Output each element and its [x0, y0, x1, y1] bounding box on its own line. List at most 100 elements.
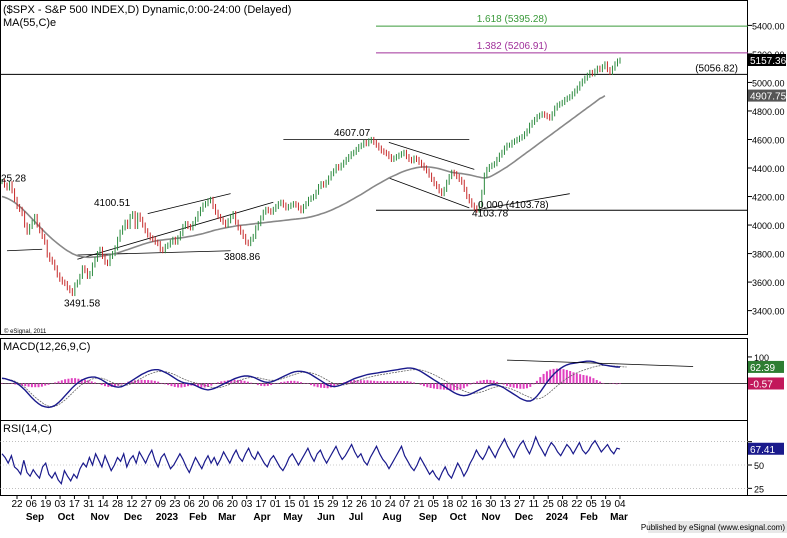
ma55-line [1, 95, 606, 259]
macd-value-box [748, 360, 784, 373]
level-5056-label: (5056.82) [695, 63, 738, 74]
x-day-label: 06 [26, 499, 38, 510]
price-tick-label: 5000.00 [752, 78, 785, 88]
annot-low-3491: 3491.58 [64, 298, 101, 309]
price-tick-label: 3800.00 [752, 250, 785, 260]
x-day-label: 04 [614, 499, 626, 510]
x-day-label: 10 [370, 499, 382, 510]
fib-1382-label: 1.382 (5206.91) [477, 41, 548, 52]
x-month-label: Sep [419, 512, 437, 523]
x-day-label: 23 [169, 499, 181, 510]
last-price-box [748, 53, 786, 66]
x-month-label: Dec [515, 512, 534, 523]
annot-fib-0: 0.000 (4103.78) [478, 200, 549, 211]
price-tick-label: 4000.00 [752, 221, 785, 231]
x-month-label: May [283, 512, 303, 523]
x-day-label: 17 [256, 499, 268, 510]
chart-title: ($SPX - S&P 500 INDEX,D) Dynamic,0:00-24… [3, 4, 291, 16]
annot-high-4607: 4607.07 [334, 128, 371, 139]
x-day-label: 29 [327, 499, 339, 510]
x-day-label: 05 [586, 499, 598, 510]
footer-text: Published by eSignal (www.esignal.com) [641, 523, 785, 532]
frames [0, 0, 787, 496]
x-day-label: 01 [270, 499, 282, 510]
x-day-label: 18 [442, 499, 454, 510]
price-tick-label: 4600.00 [752, 135, 785, 145]
x-day-label: 06 [184, 499, 196, 510]
macd-line [1, 360, 620, 409]
price-tick-label: 3600.00 [752, 278, 785, 288]
trendline [7, 248, 43, 252]
x-day-label: 24 [385, 499, 397, 510]
rsi-value-text: 67.41 [750, 445, 775, 456]
last-price-text: 5157.36 [750, 56, 787, 67]
x-day-label: 27 [514, 499, 526, 510]
x-day-label: 12 [342, 499, 354, 510]
x-day-label: 12 [126, 499, 138, 510]
x-month-label: Feb [580, 512, 598, 523]
x-month-label: Feb [189, 512, 207, 523]
x-day-label: 03 [55, 499, 67, 510]
rsi-label: RSI(14,C) [3, 423, 52, 435]
x-day-label: 22 [11, 499, 23, 510]
x-month-label: Mar [610, 512, 628, 523]
macd-label: MACD(12,26,9,C) [3, 341, 90, 353]
macd-panel-frame [0, 338, 748, 421]
macd-tick-label: 100 [754, 353, 769, 363]
ma-label: MA(55,C)e [3, 17, 56, 29]
rsi-tick-label: 50 [754, 461, 764, 471]
trendline [77, 201, 274, 260]
yaxis-layer: 5400.005200.005000.004800.004600.004400.… [748, 21, 787, 317]
annot-low-4103: 4103.78 [472, 208, 509, 219]
price-tick-label: 4400.00 [752, 164, 785, 174]
annot-low-3808: 3808.86 [224, 252, 261, 263]
x-month-label: Oct [450, 512, 467, 523]
price-tick-label: 5400.00 [752, 21, 785, 31]
x-month-label: Dec [124, 512, 143, 523]
fib-1618-label: 1.618 (5395.28) [477, 14, 548, 25]
x-day-label: 02 [457, 499, 469, 510]
x-month-label: Sep [26, 512, 44, 523]
x-day-label: 25 [543, 499, 555, 510]
macd-hist-value-box [748, 377, 784, 390]
trendline [388, 177, 470, 209]
rsi-tick-label: 25 [754, 484, 764, 494]
x-month-label: Apr [253, 512, 270, 523]
x-day-label: 19 [600, 499, 612, 510]
x-day-label: 27 [141, 499, 153, 510]
price-tick-label: 4800.00 [752, 107, 785, 117]
x-day-label: 11 [529, 499, 540, 510]
x-day-label: 13 [500, 499, 512, 510]
x-month-label: Jun [317, 512, 335, 523]
x-month-label: Nov [91, 512, 110, 523]
x-day-label: 26 [356, 499, 368, 510]
x-month-label: Nov [482, 512, 501, 523]
x-month-label: Aug [382, 512, 401, 523]
x-day-label: 21 [413, 499, 425, 510]
x-day-label: 05 [428, 499, 440, 510]
x-month-label: 2024 [546, 512, 569, 523]
macd-hist-value-text: -0.57 [750, 379, 773, 390]
x-month-label: Oct [58, 512, 75, 523]
rsi-value-box [748, 442, 784, 455]
price-tick-label: 4200.00 [752, 193, 785, 203]
x-day-label: 17 [69, 499, 81, 510]
xaxis-layer: 22 06 19 03 17 31 14 28 12 27 09 23 06 20 06 20 03 17 01 15… [11, 495, 628, 523]
x-day-label: 20 [198, 499, 210, 510]
annotation-layer: 25.28 4100.51 3491.58 3808.86 4607.07 0.000 (… [1, 128, 549, 309]
rsi-layer: 50 25 67.41 [0, 435, 784, 494]
x-day-label: 19 [40, 499, 52, 510]
price-tick-label: 3400.00 [752, 307, 785, 317]
x-day-label: 08 [557, 499, 569, 510]
x-month-label: Mar [218, 512, 236, 523]
x-day-label: 15 [313, 499, 325, 510]
price-panel-frame [0, 0, 748, 335]
trendline [474, 193, 570, 211]
x-month-label: 2023 [156, 512, 179, 523]
ma-layer [1, 95, 606, 259]
x-day-label: 28 [112, 499, 124, 510]
x-day-label: 14 [98, 499, 110, 510]
trendline [147, 193, 231, 215]
